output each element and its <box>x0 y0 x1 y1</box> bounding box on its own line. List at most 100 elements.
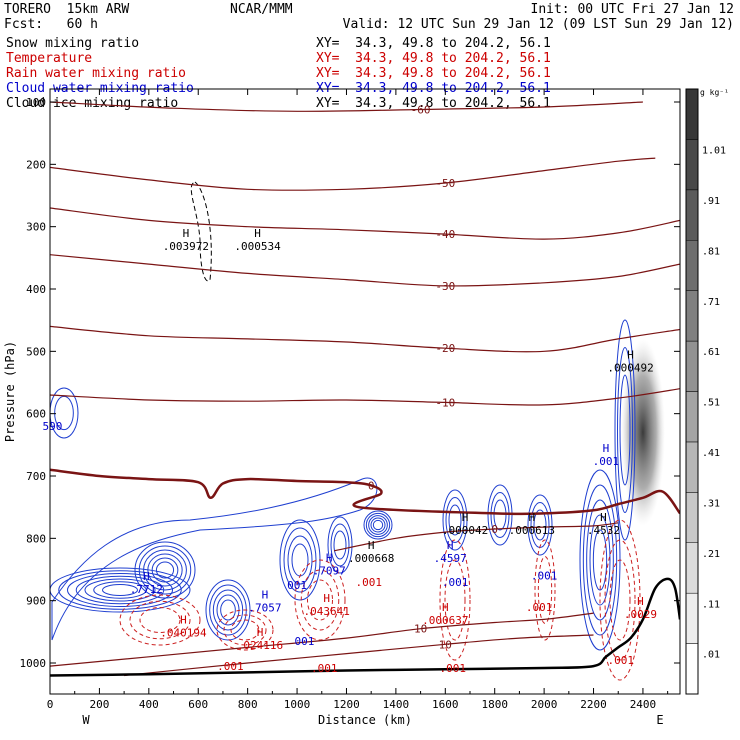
colorbar-label: .61 <box>702 347 720 358</box>
x-tick-label: 1400 <box>383 698 410 711</box>
y-tick-label: 100 <box>26 96 46 109</box>
field-xy-range: XY= 34.3, 49.8 to 204.2, 56.1 <box>316 51 551 66</box>
max-marker: H <box>323 592 330 605</box>
y-tick-label: 900 <box>26 595 46 608</box>
rain-water-contour <box>537 556 553 624</box>
cloud-water-contour <box>589 514 611 606</box>
cloud-water-contour <box>448 504 462 536</box>
cloud-water-contour <box>84 578 156 602</box>
rain-water-contour <box>223 614 267 646</box>
cloud-water-contour <box>287 535 313 585</box>
x-tick-label: 1800 <box>481 698 508 711</box>
colorbar-label: .31 <box>702 498 720 509</box>
colorbar-label: .81 <box>702 246 720 257</box>
cloud-water-contour <box>291 543 309 577</box>
cloud-water-contour <box>134 541 196 599</box>
cloud-water-contour <box>614 319 636 541</box>
field-xy-range: XY= 34.3, 49.8 to 204.2, 56.1 <box>316 36 551 51</box>
max-marker: H <box>637 595 644 608</box>
temperature-contour-label: -10 <box>435 396 455 409</box>
colorbar-label: .41 <box>702 448 720 459</box>
colorbar-label: .91 <box>702 196 720 207</box>
cloud-water-contour <box>333 530 347 560</box>
temperature-contour-label: 10 <box>414 623 427 636</box>
snow-mixing-contour <box>190 181 212 282</box>
cloud-water-contour <box>582 484 618 636</box>
cloud-water-contour <box>368 515 388 535</box>
max-value-label: .003972 <box>163 240 209 253</box>
rain-water-contour <box>216 609 274 651</box>
cloud-water-contour <box>445 497 465 543</box>
y-tick-label: 400 <box>26 283 46 296</box>
temperature-contour-label: 0 <box>491 523 498 536</box>
cloud-water-contour <box>138 545 192 595</box>
max-marker: H <box>326 551 333 564</box>
cloud-water-contour <box>370 517 386 533</box>
max-marker: H <box>627 349 634 362</box>
temperature-contour <box>50 612 594 667</box>
rain-water-contour <box>129 600 191 640</box>
max-value-label: .043641 <box>304 605 350 618</box>
cloud-water-contour <box>51 477 378 641</box>
max-value-label: .7057 <box>248 602 281 615</box>
cloud-water-contour <box>102 584 138 596</box>
temperature-contour-label: -20 <box>435 342 455 355</box>
colorbar-segment <box>685 139 699 191</box>
x-tick-label: 2200 <box>580 698 607 711</box>
max-marker: H <box>262 589 269 602</box>
field-xy-range: XY= 34.3, 49.8 to 204.2, 56.1 <box>316 96 551 111</box>
model-title: TORERO 15km ARW <box>4 2 130 17</box>
contour-value-label: .001 <box>355 576 382 589</box>
field-xy-range: XY= 34.3, 49.8 to 204.2, 56.1 <box>316 66 551 81</box>
valid-time: Valid: 12 UTC Sun 29 Jan 12 (09 LST Sun … <box>342 17 734 32</box>
x-tick-label: 600 <box>188 698 208 711</box>
colorbar-segment <box>685 88 699 140</box>
rain-water-contour <box>307 579 333 621</box>
field-name: Temperature <box>6 51 93 66</box>
rain-water-contour <box>119 594 201 646</box>
rain-water-contour <box>294 559 346 641</box>
rain-water-contour <box>439 539 471 661</box>
cloud-water-contour <box>151 557 179 583</box>
cloud-water-contour <box>617 347 633 513</box>
cloud-water-contour <box>205 579 251 641</box>
colorbar-label: .71 <box>702 297 720 308</box>
max-marker: H <box>528 511 535 524</box>
cloud-water-contour <box>592 529 608 591</box>
max-value-label: .7712 <box>130 583 163 596</box>
cloud-water-contour <box>327 516 353 574</box>
cloud-water-contour <box>619 374 631 486</box>
temperature-contour <box>124 634 594 677</box>
y-tick-label: 500 <box>26 345 46 358</box>
temperature-contour <box>50 468 680 516</box>
max-marker: H <box>442 601 449 614</box>
max-value-label: .7097 <box>313 564 346 577</box>
temperature-contour <box>50 101 643 112</box>
contour-value-label: 001 <box>295 635 315 648</box>
cloud-water-contour <box>155 561 175 579</box>
max-value-label: .000613 <box>509 524 555 537</box>
max-value-label: .000492 <box>607 362 653 375</box>
rain-water-contour <box>139 607 181 633</box>
cloud-water-contour <box>93 581 147 599</box>
cloud-water-contour <box>67 573 173 607</box>
cloud-water-contour <box>209 584 247 636</box>
contour-value-label: .001 <box>217 660 244 673</box>
max-value-label: .000534 <box>234 240 281 253</box>
cloud-water-contour <box>143 549 187 591</box>
colorbar-label: .11 <box>702 599 720 610</box>
temperature-contour-label: -60 <box>411 103 431 116</box>
cloud-water-contour <box>442 489 468 551</box>
colorbar-unit: g kg⁻¹ <box>700 88 729 97</box>
max-value-label: .4597 <box>434 552 467 565</box>
temperature-contour-label: -30 <box>435 280 455 293</box>
max-marker: H <box>143 570 150 583</box>
y-tick-label: 600 <box>26 408 46 421</box>
forecast-hour: Fcst: 60 h <box>4 17 98 32</box>
max-value-label: .001 <box>593 455 620 468</box>
max-value-label: .024116 <box>237 639 283 652</box>
y-tick-label: 1000 <box>20 657 47 670</box>
snow-shading <box>620 338 665 526</box>
temperature-contour <box>50 207 680 240</box>
